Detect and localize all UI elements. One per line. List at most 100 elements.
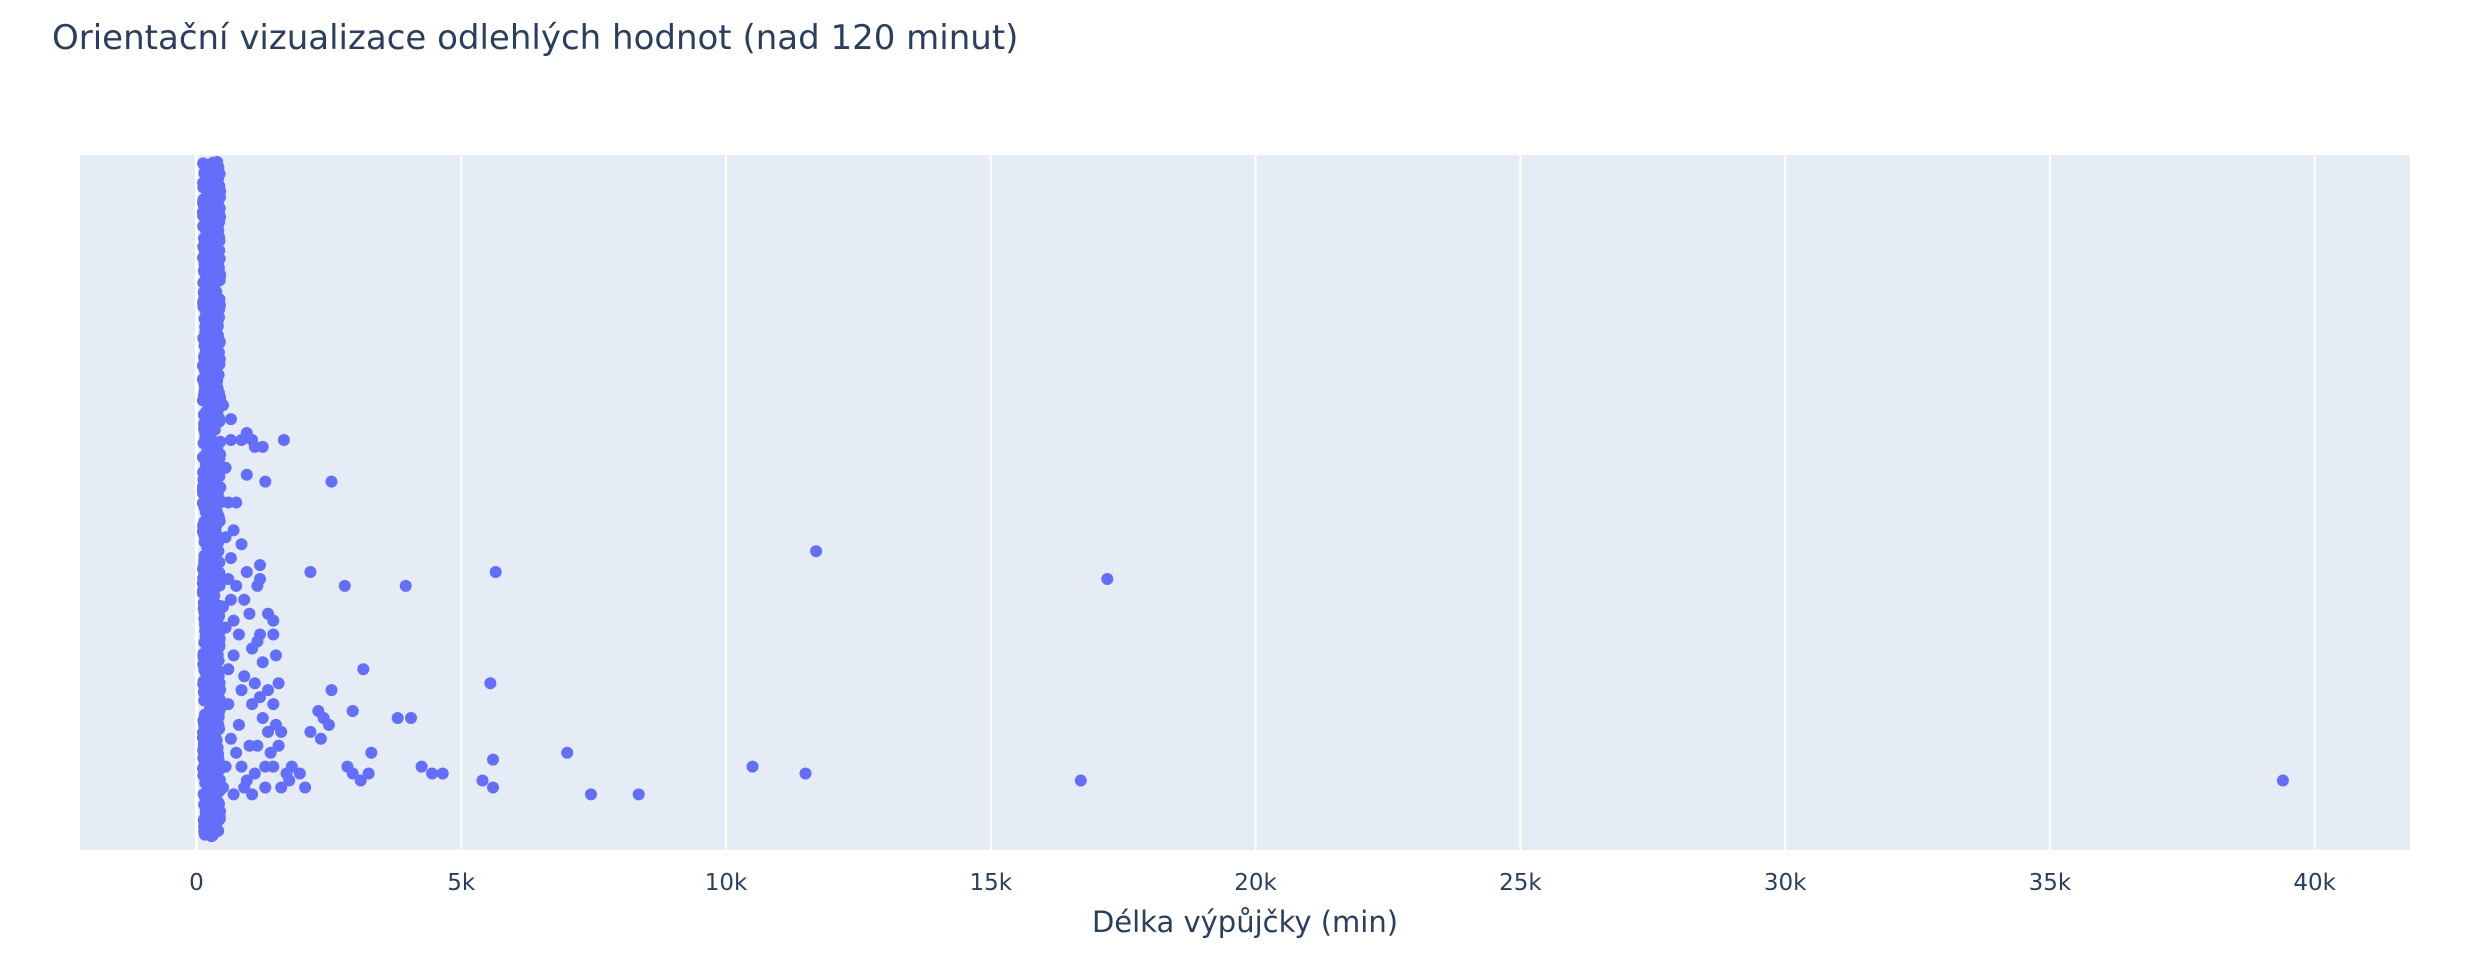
data-point <box>197 157 210 170</box>
data-point <box>235 684 248 697</box>
data-point <box>214 435 227 448</box>
data-point <box>240 566 253 578</box>
data-point <box>222 496 235 509</box>
data-point <box>219 461 232 474</box>
data-point <box>365 746 378 759</box>
data-point <box>222 663 235 676</box>
data-point <box>235 434 248 446</box>
data-point <box>224 413 237 426</box>
data-point <box>235 538 248 551</box>
x-axis-title: Délka výpůjčky (min) <box>1092 905 1398 939</box>
data-point <box>246 698 259 711</box>
x-tick-label: 20k <box>1234 870 1277 896</box>
data-point <box>238 593 251 606</box>
data-point <box>219 531 232 544</box>
data-point <box>259 781 272 794</box>
x-tick-label: 0 <box>189 870 204 896</box>
data-point <box>224 434 237 446</box>
data-point <box>224 732 237 745</box>
data-point <box>248 440 261 453</box>
data-point <box>222 573 235 585</box>
x-tick-label: 5k <box>447 870 476 896</box>
data-point <box>325 475 338 488</box>
data-point <box>1101 573 1114 585</box>
plot-background <box>80 155 2410 850</box>
data-point <box>272 739 285 752</box>
x-tick-label: 35k <box>2029 870 2072 896</box>
data-point <box>264 746 277 759</box>
data-points <box>196 156 2289 843</box>
data-point <box>256 712 269 724</box>
data-point <box>304 566 317 578</box>
data-point <box>487 781 499 794</box>
data-point <box>262 607 274 620</box>
data-point <box>227 649 240 662</box>
data-point <box>248 767 261 780</box>
data-point <box>484 677 497 690</box>
x-tick-label: 30k <box>1764 870 1807 896</box>
data-point <box>254 628 266 641</box>
data-point <box>2276 774 2289 787</box>
data-point <box>238 781 251 794</box>
data-point <box>275 725 288 738</box>
data-point <box>489 566 502 578</box>
data-point <box>217 600 229 613</box>
data-point <box>312 705 325 717</box>
data-point <box>219 760 232 773</box>
data-point <box>426 767 439 780</box>
data-point <box>436 767 449 780</box>
data-point <box>391 712 404 724</box>
data-point <box>799 767 812 780</box>
data-point <box>354 774 367 787</box>
data-point <box>280 767 293 780</box>
data-point <box>230 746 243 759</box>
data-point <box>405 712 417 724</box>
data-point <box>211 156 224 168</box>
data-point <box>224 552 237 565</box>
data-point <box>585 788 597 801</box>
data-point <box>1074 774 1087 787</box>
data-point <box>251 579 264 592</box>
data-point <box>232 718 245 731</box>
data-point <box>246 788 259 801</box>
data-point <box>487 753 499 766</box>
data-point <box>248 677 261 690</box>
data-point <box>415 760 428 773</box>
data-point <box>238 670 251 683</box>
data-point <box>256 656 269 669</box>
data-point <box>304 725 317 738</box>
x-tick-label: 25k <box>1499 870 1542 896</box>
x-tick-label: 15k <box>970 870 1013 896</box>
data-point <box>632 788 645 801</box>
data-point <box>240 468 253 481</box>
data-point <box>810 545 823 558</box>
data-point <box>230 579 243 592</box>
data-point <box>254 691 266 704</box>
data-point <box>213 556 226 569</box>
data-point <box>267 628 280 641</box>
data-point <box>476 774 489 787</box>
data-point <box>254 559 266 572</box>
data-point <box>746 760 759 773</box>
data-point <box>314 732 327 745</box>
data-point <box>227 788 240 801</box>
data-point <box>341 760 354 773</box>
data-point <box>322 718 335 731</box>
data-point <box>222 698 235 711</box>
data-point <box>293 767 306 780</box>
grid-lines <box>195 155 2316 850</box>
data-point <box>243 739 256 752</box>
chart-title: Orientační vizualizace odlehlých hodnot … <box>52 18 1019 58</box>
x-tick-label: 40k <box>2293 870 2336 896</box>
data-point <box>277 434 290 446</box>
data-point <box>267 698 280 711</box>
data-point <box>227 614 240 627</box>
data-point <box>259 760 272 773</box>
data-point <box>357 663 370 676</box>
data-point <box>338 579 351 592</box>
x-tick-label: 10k <box>705 870 748 896</box>
data-point <box>217 399 229 412</box>
data-point <box>262 725 274 738</box>
data-point <box>232 628 245 641</box>
